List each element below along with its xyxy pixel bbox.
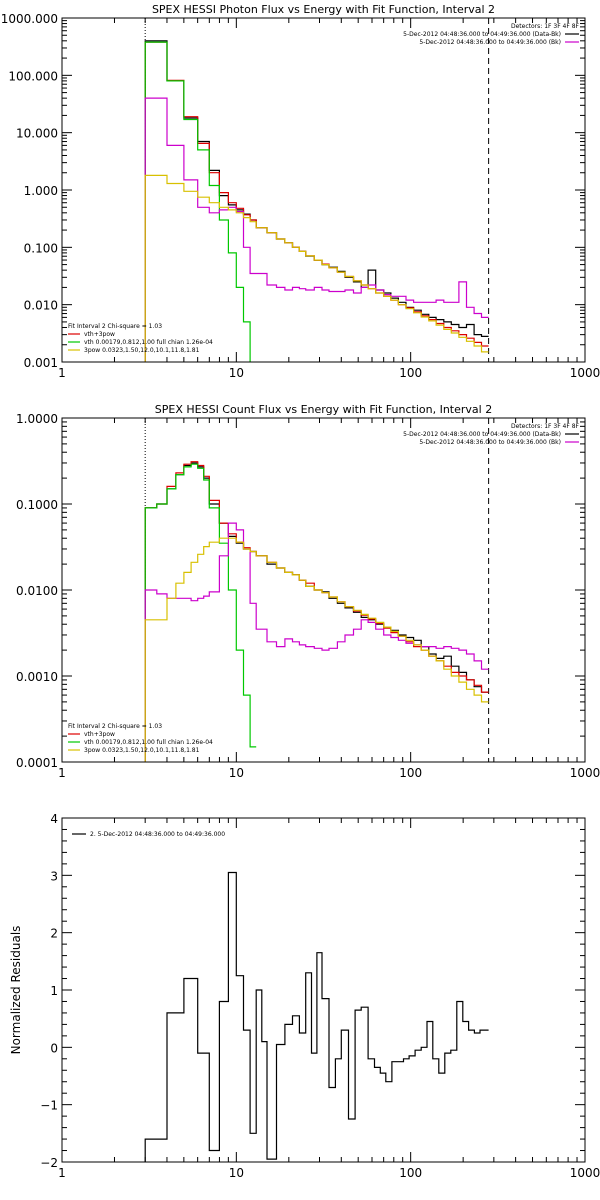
y-tick-label: −1: [40, 1099, 58, 1113]
legend-top-entry: 5-Dec-2012 04:48:36.000 to 04:49:36.000 …: [419, 439, 561, 446]
series-group: [144, 40, 489, 362]
y-tick-label: 0: [50, 1041, 58, 1055]
y-tick-label: 10.000: [16, 127, 58, 141]
series-group: [144, 461, 489, 762]
x-tick-label: 1000: [570, 366, 600, 380]
legend-bottom-entry: Fit Interval 2 Chi-square = 1.03: [68, 323, 162, 330]
chart-panel-1: SPEX HESSI Photon Flux vs Energy with Fi…: [1, 3, 600, 380]
y-tick-label: 1.000: [24, 184, 58, 198]
series-line-vth: [144, 41, 251, 362]
y-tick-label: 1.0000: [16, 412, 58, 426]
x-tick-label: 1: [58, 766, 66, 780]
legend-bottom-entry: Fit Interval 2 Chi-square = 1.03: [68, 723, 162, 730]
legend-bottom-entry: vth+3pow: [84, 731, 115, 738]
x-tick-label: 10: [229, 366, 244, 380]
series-line-residuals: [144, 871, 489, 1162]
y-tick-label: 1: [50, 984, 58, 998]
y-tick-label: −2: [40, 1156, 58, 1170]
plot-frame: [61, 17, 586, 363]
legend-bottom-entry: vth 0.00179,0.812,1.00 full chian 1.26e-…: [84, 739, 213, 746]
legend-bottom-entry: vth+3pow: [84, 331, 115, 338]
legend-top-entry: 5-Dec-2012 04:48:36.000 to 04:49:36.000 …: [403, 431, 561, 438]
x-tick-label: 100: [399, 1166, 422, 1180]
chart-panel-2: SPEX HESSI Count Flux vs Energy with Fit…: [16, 403, 600, 780]
series-line-3pow: [144, 174, 489, 362]
y-tick-label: 3: [50, 869, 58, 883]
x-tick-label: 10: [229, 1166, 244, 1180]
legend-bottom-entry: 3pow 0.0323,1.50,12.0,10.1,11.8,1.81: [84, 347, 200, 354]
x-tick-label: 10: [229, 766, 244, 780]
x-tick-label: 1: [58, 366, 66, 380]
y-tick-label: 1000.000: [1, 12, 58, 26]
x-tick-label: 1000: [570, 766, 600, 780]
y-tick-label: 0.010: [24, 299, 58, 313]
y-axis-label: Normalized Residuals: [9, 926, 23, 1055]
y-tick-label: 0.1000: [16, 498, 58, 512]
series-line-Bk: [144, 522, 489, 762]
chart-title: SPEX HESSI Count Flux vs Energy with Fit…: [155, 403, 492, 416]
plot-frame: [61, 817, 586, 1163]
y-tick-label: 0.001: [24, 356, 58, 370]
y-tick-label: 100.000: [8, 69, 58, 83]
legend-top-entry: 5-Dec-2012 04:48:36.000 to 04:49:36.000 …: [403, 31, 561, 38]
plot-frame: [61, 417, 586, 763]
series-line-3pow: [144, 537, 489, 762]
series-line-vth+3pow: [144, 41, 489, 362]
legend-top-entry: Detectors: 1F 3F 4F 8F: [511, 423, 580, 430]
y-tick-label: 2: [50, 927, 58, 941]
x-tick-label: 1000: [570, 1166, 600, 1180]
x-tick-label: 100: [399, 366, 422, 380]
y-tick-label: 0.0001: [16, 756, 58, 770]
series-line-Data-Bk: [144, 40, 489, 362]
y-tick-label: 0.0010: [16, 670, 58, 684]
legend-bottom-entry: vth 0.00179,0.812,1.00 full chian 1.26e-…: [84, 339, 213, 346]
series-group: [144, 871, 489, 1162]
x-tick-label: 100: [399, 766, 422, 780]
legend-top-entry: 5-Dec-2012 04:48:36.000 to 04:49:36.000 …: [419, 39, 561, 46]
y-tick-label: 4: [50, 812, 58, 826]
legend-top-entry: Detectors: 1F 3F 4F 8F: [511, 23, 580, 30]
x-tick-label: 1: [58, 1166, 66, 1180]
chart-title: SPEX HESSI Photon Flux vs Energy with Fi…: [152, 3, 495, 16]
series-line-Bk: [144, 97, 489, 362]
y-tick-label: 0.0100: [16, 584, 58, 598]
y-tick-label: 0.100: [24, 241, 58, 255]
series-line-vth: [144, 463, 257, 762]
chart-panel-3: 1 10 100 1000 −2 −1 0 1 2 3 4 Normalized Residuals 2…: [9, 812, 600, 1180]
legend-entry: 2. 5-Dec-2012 04:48:36.000 to 04:49:36.0…: [90, 831, 225, 838]
legend-bottom-entry: 3pow 0.0323,1.50,12.0,10.1,11.8,1.81: [84, 747, 200, 754]
